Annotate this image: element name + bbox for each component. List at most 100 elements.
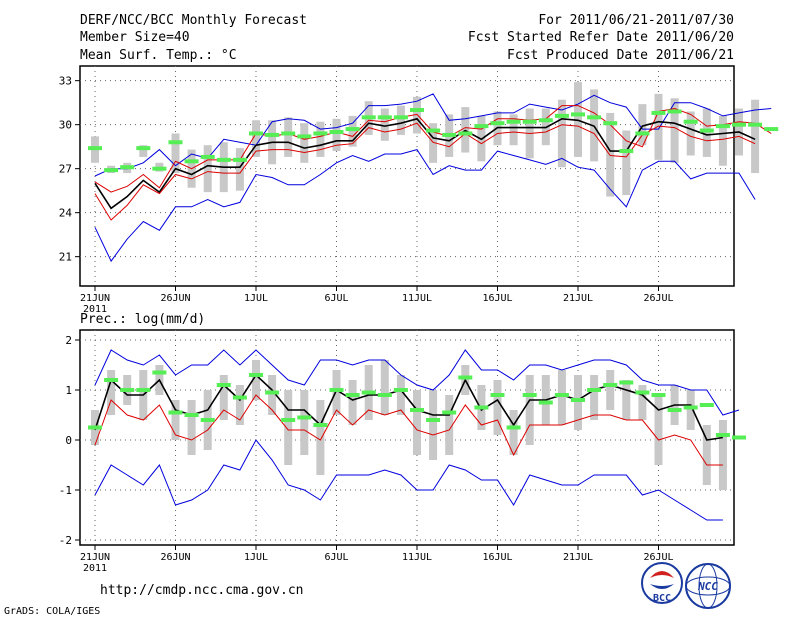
temp-observation-mark <box>313 131 328 136</box>
ncc-logo-text: NCC <box>697 580 718 593</box>
prec-observation-mark <box>442 410 457 415</box>
prec-spread-bar <box>590 375 599 420</box>
temp-year-label: 2011 <box>83 304 107 315</box>
temp-observation-mark <box>458 131 473 136</box>
prec-observation-mark <box>265 390 280 395</box>
prec-spread-bar <box>509 410 518 455</box>
temp-observation-mark <box>571 112 585 117</box>
temp-observation-mark <box>88 146 102 151</box>
prec-spread-bar <box>638 385 647 420</box>
prec-x-tick-label: 11JUL <box>402 552 432 563</box>
precipitation-spread-bars <box>91 360 727 490</box>
temp-observation-mark <box>329 130 344 134</box>
temp-observation-mark <box>651 110 666 115</box>
temp-observation-mark <box>667 109 682 114</box>
prec-observation-mark <box>216 383 231 387</box>
prec-spread-bar <box>284 390 293 465</box>
temp-spread-bar <box>751 99 760 174</box>
prec-spread-bar <box>574 375 582 430</box>
temp-observation-mark <box>345 127 360 132</box>
temp-series-mean <box>94 117 756 210</box>
prec-observation-mark <box>104 378 119 382</box>
prec-y-tick-label: -1 <box>59 484 72 497</box>
prec-observation-mark <box>410 408 424 412</box>
temp-observation-mark <box>120 165 135 170</box>
prec-observation-mark <box>635 390 650 395</box>
temp-x-tick-label: 11JUL <box>402 293 432 304</box>
temp-spread-bar <box>718 115 727 166</box>
prec-spread-bar <box>654 395 663 465</box>
prec-spread-bar <box>525 375 534 445</box>
temp-spread-bar <box>252 120 260 157</box>
prec-x-tick-label: 6JUL <box>324 552 348 563</box>
temp-spread-bar <box>316 121 325 157</box>
prec-observation-mark <box>538 400 553 405</box>
prec-x-tick-label: 21JUL <box>563 552 593 563</box>
temp-spread-bar <box>670 98 679 163</box>
temp-observation-mark <box>732 122 746 127</box>
prec-y-tick-label: 0 <box>65 434 72 447</box>
prec-observation-mark <box>522 393 537 397</box>
temp-observation-mark <box>297 134 312 139</box>
temp-observation-mark <box>168 140 183 145</box>
prec-observation-mark <box>683 405 698 410</box>
prec-spread-bar <box>300 390 309 455</box>
temp-x-tick-label: 21JUN <box>80 293 110 304</box>
prec-observation-mark <box>281 418 296 422</box>
temp-y-tick-label: 27 <box>59 163 72 176</box>
temp-spread-bar <box>396 105 405 135</box>
prec-spread-bar <box>396 375 405 415</box>
prec-x-tick-label: 21JUN <box>80 552 110 563</box>
prec-observation-mark <box>345 393 360 397</box>
temp-observation-mark <box>393 115 408 120</box>
prec-observation-mark <box>651 393 666 397</box>
temp-x-tick-label: 26JUN <box>160 293 190 304</box>
temp-observation-mark <box>619 149 634 154</box>
bcc-logo-text: BCC <box>653 593 671 604</box>
temp-observation-mark <box>104 168 119 173</box>
temperature-grid <box>80 66 734 286</box>
prec-y-tick-label: 1 <box>65 384 72 397</box>
prec-observation-mark <box>313 423 328 427</box>
temp-spread-bar <box>235 148 244 191</box>
prec-spread-bar <box>413 390 421 455</box>
temp-observation-mark <box>490 121 505 126</box>
temperature-axis-title: Mean Surf. Temp.: °C <box>80 48 237 63</box>
temp-spread-bar <box>203 145 212 193</box>
prec-spread-bar <box>380 360 389 415</box>
temp-observation-mark <box>184 159 199 164</box>
prec-spread-bar <box>332 370 341 415</box>
temp-observation-mark <box>506 119 521 124</box>
temp-x-tick-label: 26JUL <box>643 293 673 304</box>
temperature-plot-frame <box>79 65 735 287</box>
temp-spread-bar <box>139 145 148 157</box>
temp-spread-bar <box>380 108 389 141</box>
prec-observation-mark <box>474 405 489 410</box>
temp-observation-mark <box>748 122 763 127</box>
precipitation-observations <box>88 370 746 440</box>
prec-spread-bar <box>235 385 244 425</box>
prec-x-tick-label: 26JUL <box>643 552 673 563</box>
prec-observation-mark <box>329 388 344 392</box>
prec-spread-bar <box>107 370 116 415</box>
prec-observation-mark <box>554 393 569 397</box>
prec-spread-bar <box>219 375 228 420</box>
temp-x-tick-label: 16JUL <box>482 293 512 304</box>
prec-observation-mark <box>152 370 167 375</box>
temp-y-tick-label: 33 <box>59 75 72 88</box>
prec-observation-mark <box>184 413 199 417</box>
prec-spread-bar <box>557 370 566 425</box>
temp-observation-mark <box>281 131 296 136</box>
temp-spread-bar <box>557 99 566 168</box>
temp-observation-mark <box>152 166 167 171</box>
temp-y-tick-label: 21 <box>59 251 72 264</box>
prec-year-label: 2011 <box>83 563 107 574</box>
prec-series-max <box>94 349 740 416</box>
temp-observation-mark <box>136 146 151 151</box>
temp-observation-mark <box>683 119 698 124</box>
prec-y-tick-label: 2 <box>65 334 72 347</box>
prec-spread-bar <box>686 390 695 430</box>
temp-observation-mark <box>265 132 280 137</box>
